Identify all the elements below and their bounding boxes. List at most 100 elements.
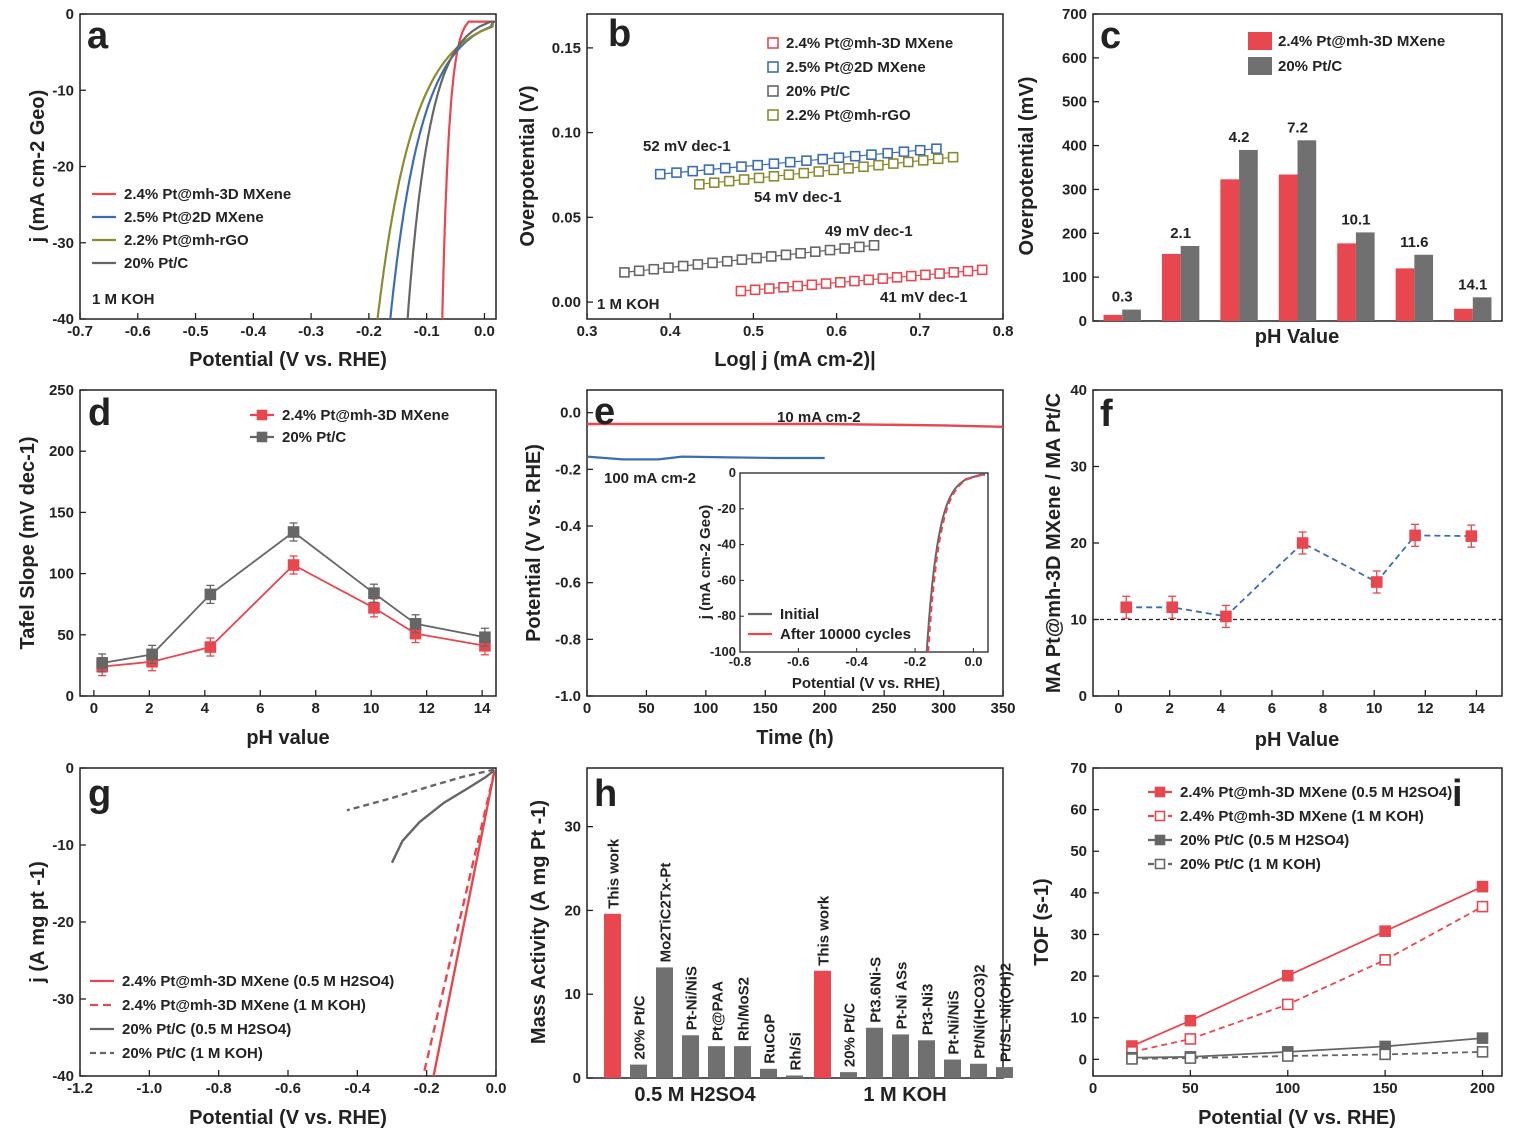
category-label: 7.2 [1287, 119, 1308, 136]
x-tick-label: -0.5 [183, 323, 209, 340]
y-axis-label: TOF (s-1) [1031, 878, 1053, 965]
x-tick-label: 2 [145, 700, 153, 717]
y-tick-label: -80 [717, 608, 736, 623]
plot-frame [79, 13, 497, 320]
data-point [920, 269, 931, 281]
x-tick-label: -0.6 [275, 1080, 301, 1097]
data-point [204, 641, 217, 653]
data-point [1220, 610, 1232, 623]
inset-y-axis-label: j (mA cm-2 Geo) [697, 505, 714, 620]
data-point [1476, 1032, 1489, 1044]
x-tick-label: 0.8 [993, 323, 1014, 340]
bar [604, 913, 621, 1078]
legend-label: 2.4% Pt@mh-3D MXene (1 M KOH) [1180, 808, 1424, 825]
plot-frame [1092, 767, 1503, 1077]
bar-label: Pt/SL-Ni(OH)2 [998, 963, 1015, 1062]
y-tick-label: 20 [1070, 968, 1087, 985]
panel-label: e [594, 391, 615, 433]
bar [970, 1063, 987, 1078]
x-tick-label: 350 [990, 700, 1015, 717]
x-tick-label: -0.8 [206, 1080, 232, 1097]
data-point [1184, 1014, 1197, 1027]
panel-h: 0 10 20 30 This work 20% Pt/C Mo2TiC2Tx-Pt Pt-N… [528, 767, 1015, 1106]
y-axis-label: Potential (V vs. RHE) [523, 444, 545, 642]
y-tick-label: 100 [1062, 269, 1087, 286]
y-tick-label: 40 [1070, 885, 1087, 902]
legend-label: 2.2% Pt@mh-rGO [124, 232, 249, 249]
y-tick-label: 0 [573, 1070, 581, 1087]
data-point [735, 285, 747, 297]
data-point [914, 144, 926, 156]
data-point [843, 163, 854, 174]
data-point [663, 262, 674, 273]
bar-label: Rh/MoS2 [736, 977, 753, 1041]
category-label: 10.1 [1341, 211, 1370, 228]
x-tick-label: -0.4 [240, 323, 267, 340]
data-point [749, 284, 761, 296]
x-axis-label: Potential (V vs. RHE) [1198, 1107, 1396, 1129]
bar [1122, 309, 1141, 321]
data-point [783, 169, 795, 181]
x-tick-label: 0.5 [743, 323, 764, 340]
bar-label: Rh/Si [788, 1032, 805, 1070]
legend-marker [1154, 786, 1166, 798]
legend-marker [767, 37, 779, 49]
data-point [692, 259, 704, 270]
panel-label: h [594, 773, 617, 815]
data-point [368, 602, 380, 614]
legend-label: 20% Pt/C [786, 83, 850, 100]
legend-marker [767, 85, 779, 97]
x-tick-label: -0.2 [356, 323, 382, 340]
data-point [707, 257, 718, 269]
plot-frame [586, 389, 1004, 697]
data-point [934, 268, 945, 279]
x-tick-label: -0.4 [846, 654, 869, 669]
legend-marker [1154, 858, 1166, 870]
y-tick-label: 30 [1070, 459, 1087, 476]
data-point [633, 265, 645, 277]
bar [866, 1027, 883, 1078]
data-point [917, 155, 929, 166]
bar [814, 970, 831, 1078]
x-tick-label: -1.0 [136, 1080, 162, 1097]
panel-e: 0 50 100 150 200 250 300 3500.0-0.2-0.4-0.6-0.8… [523, 389, 1016, 749]
panel-label: c [1100, 15, 1121, 57]
data-point [287, 559, 300, 571]
bar-label: Pt/Ni(HCO3)2 [972, 965, 989, 1059]
legend-marker [767, 61, 779, 73]
data-point [976, 264, 988, 276]
plot-frame [79, 389, 497, 697]
y-tick-label: -100 [710, 644, 736, 659]
data-point [948, 267, 960, 278]
data-point [1281, 998, 1294, 1011]
legend-label: 20% Pt/C [1278, 58, 1342, 75]
x-tick-label: 6 [1268, 700, 1276, 717]
data-point [888, 158, 899, 169]
series-line [406, 20, 496, 320]
data-point [1370, 576, 1383, 588]
bar [1220, 179, 1240, 321]
legend-label: 2.4% Pt@mh-3D MXene (0.5 M H2SO4) [122, 973, 394, 990]
series-line [1131, 885, 1483, 1047]
legend-label: 2.2% Pt@mh-rGO [786, 107, 911, 124]
legend-label: 2.4% Pt@mh-3D MXene (0.5 M H2SO4) [1180, 784, 1452, 801]
group-label: 1 M KOH [863, 1084, 946, 1106]
legend-label: 2.4% Pt@mh-3D MXene [1278, 33, 1445, 50]
legend-label: 2.4% Pt@mh-3D MXene [786, 35, 953, 52]
data-point [817, 153, 829, 165]
series-line [441, 20, 496, 320]
x-tick-label: 2 [1166, 700, 1174, 717]
series-line [1131, 1051, 1483, 1060]
y-tick-label: 50 [57, 627, 74, 644]
bar [1239, 149, 1258, 321]
series-line [389, 20, 496, 320]
x-tick-label: -0.3 [298, 323, 324, 340]
legend-label: 2.4% Pt@mh-3D MXene [282, 407, 449, 424]
series-line [925, 473, 986, 653]
y-tick-label: -20 [52, 914, 74, 931]
x-tick-label: 150 [753, 700, 778, 717]
legend-label: 20% Pt/C (0.5 M H2SO4) [1180, 832, 1349, 849]
panel-g: -1.2 -1.0 -0.8 -0.6 -0.4 -0.2 0.0 0 -10 -20 -30 -40… [27, 760, 506, 1129]
bar-label: Mo2TiC2Tx-Pt [658, 863, 675, 963]
